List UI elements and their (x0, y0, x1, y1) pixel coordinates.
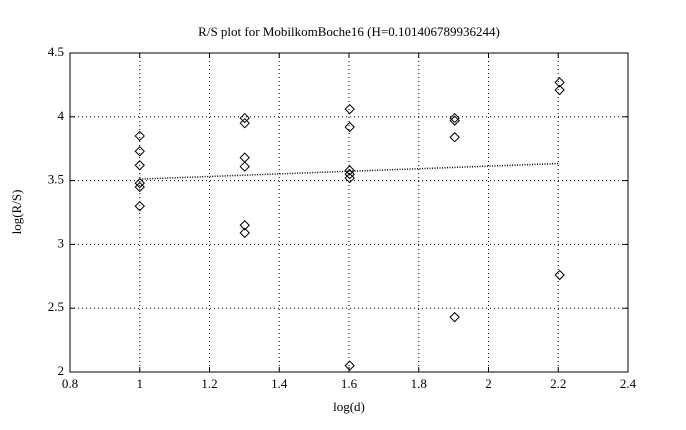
data-point (134, 160, 145, 171)
x-tick-label: 0.8 (62, 376, 78, 391)
x-tick-label: 1.2 (201, 376, 217, 391)
data-point (239, 152, 250, 163)
data-point (239, 227, 250, 239)
x-axis-label: log(d) (333, 399, 365, 414)
data-point (134, 181, 145, 193)
x-tick-label: 2 (485, 376, 492, 391)
y-tick-label: 4.5 (48, 44, 64, 59)
y-tick-label: 2 (58, 363, 65, 378)
data-point (134, 130, 145, 142)
x-tick-label: 1.8 (411, 376, 427, 391)
data-point (134, 146, 145, 157)
x-tick-label: 1 (137, 376, 144, 391)
data-point (344, 165, 355, 176)
data-point (344, 103, 355, 115)
data-point (344, 172, 355, 184)
data-point (134, 200, 145, 212)
x-tick-label: 2.2 (550, 376, 566, 391)
data-point (449, 115, 460, 126)
data-point (239, 220, 250, 231)
data-point (239, 117, 250, 129)
data-point (344, 360, 355, 371)
data-point (449, 112, 460, 124)
x-tick-label: 1.6 (341, 376, 358, 391)
x-tick-label: 2.4 (620, 376, 637, 391)
data-point (449, 311, 460, 323)
y-axis-label: log(R/S) (9, 190, 24, 235)
y-tick-label: 3 (58, 235, 65, 250)
chart-title: R/S plot for MobilkomBoche16 (H=0.101406… (198, 24, 500, 39)
y-tick-label: 4 (58, 108, 65, 123)
data-point (239, 112, 250, 124)
data-point (554, 269, 565, 281)
plot-frame (69, 52, 629, 373)
fit-line (139, 162, 560, 180)
data-point (344, 121, 355, 133)
y-tick-label: 3.5 (48, 172, 64, 187)
x-tick-label: 1.4 (271, 376, 288, 391)
data-point (554, 77, 565, 88)
data-point (554, 84, 565, 96)
data-point (449, 132, 460, 143)
data-point (239, 161, 250, 172)
data-point (134, 177, 145, 189)
data-point (344, 169, 355, 180)
y-tick-label: 2.5 (48, 299, 64, 314)
